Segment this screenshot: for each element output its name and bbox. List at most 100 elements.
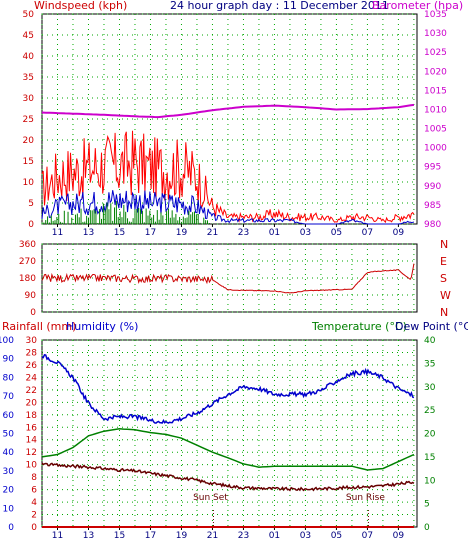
humidity-tick-label: 60 [3, 411, 15, 421]
sun-annotations: Sun Set Sun Rise [193, 493, 385, 527]
windspeed-axis-ticks: 0 5 10 15 20 25 30 35 40 45 50 [23, 10, 35, 230]
temperature-tick-label: 20 [424, 430, 436, 440]
direction-tick-label: 360 [19, 240, 36, 250]
x-tick-label: 15 [114, 531, 125, 541]
rainfall-tick-label: 28 [26, 348, 38, 358]
windspeed-axis-title: Windspeed (kph) [34, 0, 127, 12]
humidity-tick-label: 10 [3, 504, 15, 514]
windspeed-tick-label: 5 [28, 199, 34, 209]
barometer-tick-label: 1030 [424, 29, 447, 39]
compass-label: N [440, 238, 448, 251]
temperature-trace [41, 428, 415, 471]
barometer-tick-label: 1015 [424, 86, 447, 96]
graph-title: 24 hour graph day : 11 December 2011 [170, 0, 389, 12]
x-tick-label: 01 [269, 228, 280, 238]
x-tick-label: 07 [362, 531, 373, 541]
barometer-tick-label: 995 [424, 163, 441, 173]
rainfall-tick-label: 22 [26, 386, 37, 396]
barometer-tick-label: 1025 [424, 48, 447, 58]
compass-label: N [440, 306, 448, 319]
barometer-tick-label: 1020 [424, 67, 447, 77]
x-tick-label: 05 [331, 228, 342, 238]
x-tick-label: 03 [300, 228, 311, 238]
x-tick-label: 15 [114, 228, 125, 238]
direction-trace [41, 263, 415, 294]
temperature-x-axis-ticks: 11 13 15 17 19 21 23 01 03 05 07 09 [52, 527, 405, 541]
rainfall-tick-label: 6 [31, 486, 37, 496]
barometer-tick-label: 1010 [424, 105, 447, 115]
x-tick-label: 17 [145, 228, 156, 238]
x-tick-label: 19 [176, 228, 188, 238]
humidity-trace [41, 353, 415, 424]
direction-tick-label: 180 [19, 274, 36, 284]
x-tick-label: 11 [52, 228, 63, 238]
direction-plot-frame [41, 243, 418, 313]
barometer-tick-label: 990 [424, 182, 441, 192]
temperature-tick-label: 25 [424, 406, 435, 416]
x-tick-label: 05 [331, 531, 342, 541]
temperature-plot-frame [41, 339, 418, 528]
rainfall-tick-label: 2 [31, 511, 37, 521]
rainfall-tick-label: 24 [26, 373, 38, 383]
barometer-tick-label: 980 [424, 220, 441, 230]
rainfall-tick-label: 8 [31, 473, 37, 483]
barometer-axis-ticks: 980 985 990 995 1000 1005 1010 1015 1020 1025 1030… [424, 10, 447, 230]
windspeed-tick-label: 30 [23, 94, 35, 104]
compass-label: S [440, 272, 447, 285]
x-tick-label: 01 [269, 531, 280, 541]
humidity-tick-label: 40 [3, 448, 15, 458]
barometer-tick-label: 985 [424, 201, 441, 211]
x-tick-label: 03 [300, 531, 311, 541]
rainfall-tick-label: 16 [26, 423, 38, 433]
gust-trace [41, 190, 415, 225]
temperature-tick-label: 10 [424, 476, 436, 486]
x-tick-label: 11 [52, 531, 63, 541]
windspeed-tick-label: 25 [23, 115, 34, 125]
dewpoint-axis-title: Dew Point (°C) [395, 320, 468, 333]
humidity-tick-label: 90 [3, 355, 15, 365]
humidity-axis-title: Humidity (%) [66, 320, 138, 333]
humidity-tick-label: 50 [3, 430, 15, 440]
x-tick-label: 09 [393, 228, 405, 238]
windspeed-tick-label: 15 [23, 157, 34, 167]
x-tick-label: 17 [145, 531, 156, 541]
wind-series [41, 103, 415, 225]
humidity-tick-label: 30 [3, 467, 15, 477]
sun-annotation: Sun Rise [346, 493, 385, 503]
humidity-tick-label: 100 [0, 336, 14, 346]
barometer-line [41, 103, 415, 119]
rainfall-tick-label: 18 [26, 411, 38, 421]
temperature-series [41, 353, 415, 528]
rainfall-tick-label: 0 [31, 523, 37, 533]
rainfall-tick-label: 30 [26, 336, 38, 346]
x-tick-label: 09 [393, 531, 405, 541]
x-tick-label: 23 [238, 531, 249, 541]
barometer-tick-label: 1035 [424, 10, 447, 20]
wind-gridlines [41, 13, 417, 225]
rainfall-tick-label: 14 [26, 436, 38, 446]
windspeed-tick-label: 20 [23, 136, 35, 146]
direction-tick-label: 270 [19, 257, 36, 267]
humidity-tick-label: 80 [3, 373, 15, 383]
temperature-axis-ticks: 0 5 10 15 20 25 30 35 40 [424, 336, 436, 533]
windspeed-tick-label: 50 [23, 10, 35, 20]
windspeed-tick-label: 10 [23, 178, 35, 188]
temperature-panel: Rainfall (mm) Humidity (%) Temperature (… [0, 320, 468, 541]
x-tick-label: 13 [83, 228, 94, 238]
x-tick-label: 19 [176, 531, 188, 541]
humidity-tick-label: 20 [3, 486, 15, 496]
windspeed-tick-label: 45 [23, 31, 34, 41]
rainfall-tick-label: 4 [31, 498, 37, 508]
temperature-tick-label: 35 [424, 359, 435, 369]
temperature-axis-title: Temperature (°C) [311, 320, 407, 333]
rainfall-tick-label: 12 [26, 448, 37, 458]
temperature-tick-label: 30 [424, 383, 436, 393]
x-tick-label: 13 [83, 531, 94, 541]
humidity-tick-label: 70 [3, 392, 15, 402]
rainfall-tick-label: 10 [26, 461, 38, 471]
barometer-tick-label: 1005 [424, 125, 447, 135]
average-bars [41, 201, 210, 224]
